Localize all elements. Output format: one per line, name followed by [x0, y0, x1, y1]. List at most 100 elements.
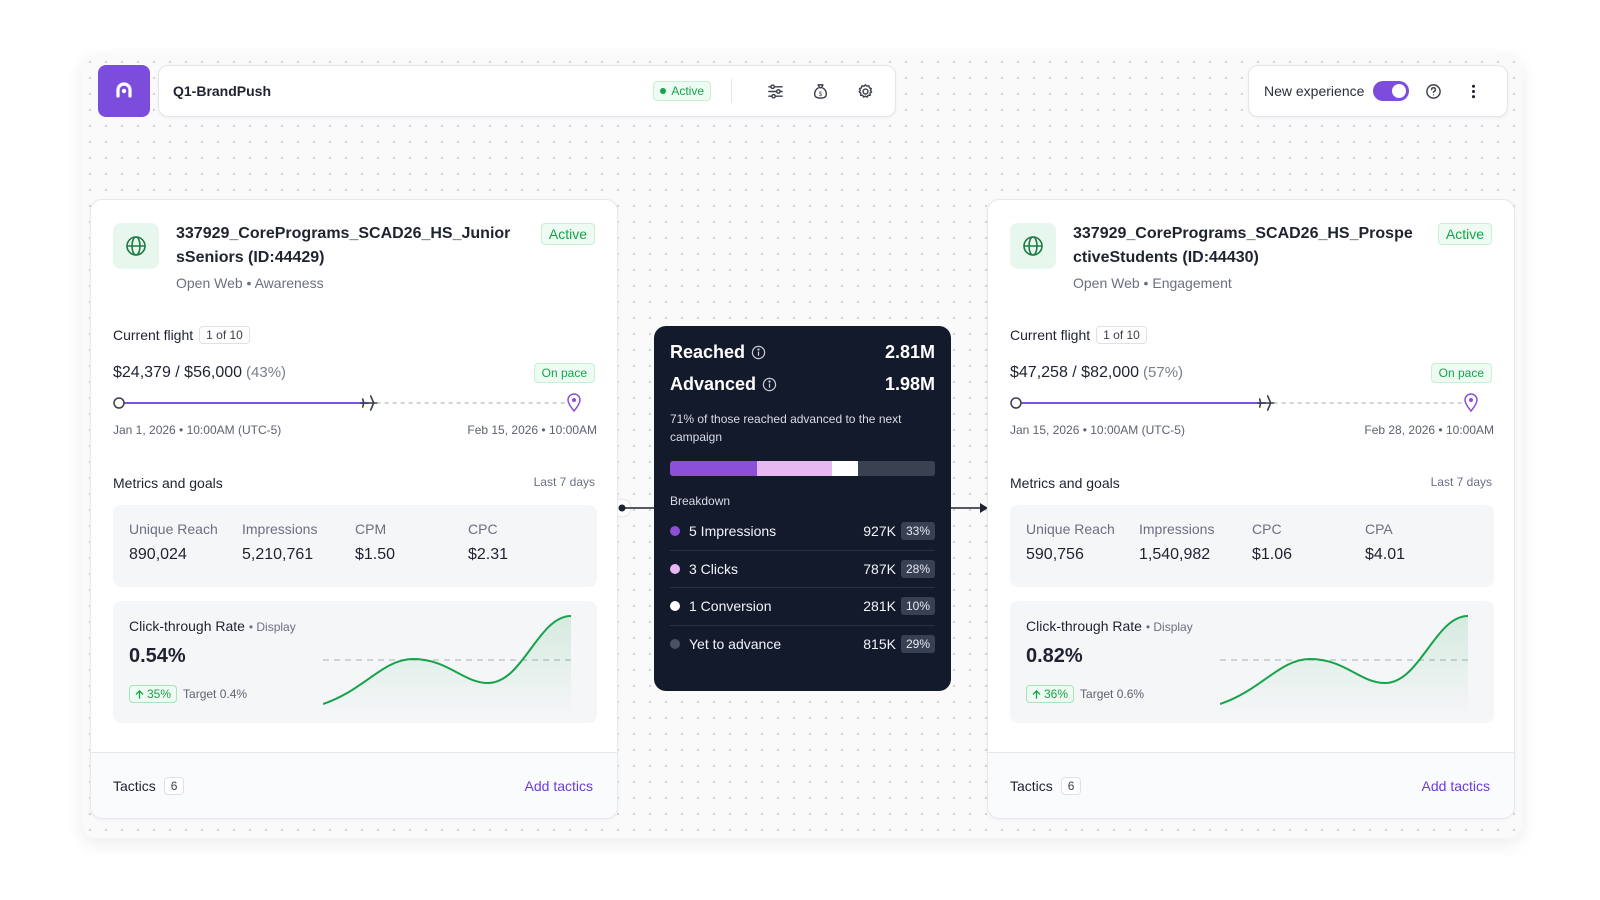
ctr-panel: Click-through Rate • Display 0.82% 36% T… — [1010, 601, 1494, 723]
flight-count-pill[interactable]: 1 of 10 — [199, 326, 250, 344]
flight-dates: Jan 1, 2026 • 10:00AM (UTC-5) Feb 15, 20… — [113, 423, 597, 437]
more-menu-button[interactable] — [1457, 75, 1489, 107]
campaign-name[interactable]: Q1-BrandPush — [173, 83, 272, 99]
pin-dot — [572, 398, 576, 402]
ctr-panel: Click-through Rate • Display 0.54% 35% T… — [113, 601, 597, 723]
metric-label: CPA — [1365, 521, 1393, 537]
ctr-delta-pill: 36% — [1026, 685, 1075, 703]
breakdown-name: 3 Clicks — [689, 560, 739, 577]
legend-dot — [670, 601, 680, 612]
ctr-title: Click-through Rate • Display — [129, 618, 296, 634]
campaign-card: 337929_CorePrograms_SCAD26_HS_Prospectiv… — [987, 199, 1515, 819]
sparkline-area — [1220, 616, 1468, 717]
flight-count-pill[interactable]: 1 of 10 — [1096, 326, 1147, 344]
breakdown-share: 28% — [900, 559, 935, 578]
ctr-value: 0.82% — [1026, 645, 1083, 667]
pace-badge: On pace — [533, 363, 595, 383]
info-icon[interactable] — [762, 377, 777, 392]
settings-button[interactable] — [849, 75, 881, 107]
toggle-knob — [1392, 84, 1407, 98]
reached-row: Reached 2.81M — [670, 342, 935, 363]
breakdown-title: Breakdown — [670, 494, 731, 508]
help-icon — [1426, 83, 1441, 99]
advanced-label: Advanced — [670, 374, 757, 394]
experience-bar: New experience — [1248, 65, 1508, 117]
divider — [731, 79, 732, 103]
globe-icon — [126, 236, 146, 256]
metric-label: CPC — [1252, 521, 1282, 537]
metric-value: 590,756 — [1026, 546, 1084, 563]
breakdown-name: 1 Conversion — [689, 598, 772, 615]
sliders-icon — [767, 83, 783, 99]
card-title[interactable]: 337929_CorePrograms_SCAD26_HS_JuniorsSen… — [176, 225, 511, 266]
campaign-status-label: Active — [671, 84, 704, 98]
breakdown-name: 5 Impressions — [689, 523, 777, 540]
tactics-count: 6 — [163, 776, 185, 795]
channel-label: Open Web — [176, 275, 243, 291]
metric-value: $4.01 — [1365, 546, 1406, 563]
breakdown-share: 29% — [900, 635, 935, 654]
info-icon[interactable] — [751, 345, 766, 360]
budget-button[interactable]: $ — [804, 75, 836, 107]
connector-right — [951, 503, 988, 513]
metric-label: Unique Reach — [1026, 521, 1115, 537]
metric-value: $2.31 — [468, 546, 509, 563]
metric-label: Impressions — [1139, 521, 1215, 537]
objective-label: Awareness — [254, 275, 324, 291]
location-pin-icon — [567, 393, 581, 413]
breakdown-row: 3 Clicks 787K 28% — [670, 551, 935, 588]
add-tactics-link[interactable]: Add tactics — [1421, 777, 1490, 794]
metrics-panel: Unique Reach 590,756 Impressions 1,540,982… — [1010, 505, 1494, 587]
ctr-delta-pill: 35% — [129, 685, 178, 703]
advanced-row: Advanced 1.98M — [670, 374, 935, 395]
metric-label: CPC — [468, 521, 498, 537]
current-flight: Current flight 1 of 10 — [1010, 326, 1147, 344]
pace-badge: On pace — [1430, 363, 1492, 383]
advanced-label-wrap: Advanced — [670, 374, 777, 395]
money-bag-icon: $ — [813, 83, 827, 99]
breakdown-list: 5 Impressions 927K 33% 3 Clicks 787K 28% 1 C… — [670, 513, 935, 663]
legend-dot — [670, 563, 680, 574]
connector-left — [612, 498, 654, 518]
metric-impressions: Impressions 1,540,982 — [1139, 521, 1252, 571]
flight-dates: Jan 15, 2026 • 10:00AM (UTC-5) Feb 28, 2… — [1010, 423, 1494, 437]
breakdown-share: 10% — [900, 597, 935, 616]
current-flight: Current flight 1 of 10 — [113, 326, 250, 344]
metric-cpm: CPM $1.50 — [355, 521, 468, 571]
reached-label-wrap: Reached — [670, 342, 766, 363]
advanced-value: 1.98M — [884, 374, 935, 394]
channel-label: Open Web — [1073, 275, 1140, 291]
campaign-bar: Q1-BrandPush Active $ — [158, 65, 896, 117]
funnel-popover: Reached 2.81M Advanced 1.98M 71% of thos… — [654, 326, 951, 691]
tactics-label: Tactics — [1010, 777, 1053, 794]
card-title[interactable]: 337929_CorePrograms_SCAD26_HS_Prospectiv… — [1073, 225, 1413, 266]
new-experience-toggle[interactable] — [1373, 81, 1410, 101]
location-pin-icon — [1464, 393, 1478, 413]
filters-button[interactable] — [759, 75, 791, 107]
timeline-start-dot — [1010, 397, 1022, 409]
ctr-delta-row: 36% Target 0.6% — [1026, 685, 1144, 703]
budget-percent: (57%) — [1143, 364, 1184, 381]
tactics-summary: Tactics 6 — [1010, 776, 1422, 795]
metrics-range[interactable]: Last 7 days — [1430, 475, 1492, 489]
budget-amount: $24,379 / $56,000 — [113, 364, 243, 381]
add-tactics-link[interactable]: Add tactics — [524, 777, 593, 794]
budget-spent: $47,258 / $82,000 (57%) — [1010, 364, 1183, 382]
arrowhead-icon — [980, 503, 988, 513]
breakdown-share: 33% — [900, 522, 935, 541]
plane-shape — [359, 395, 378, 411]
card-subtitle: Open Web • Engagement — [1073, 275, 1232, 291]
sparkline-area — [323, 616, 571, 717]
start-date: Jan 1, 2026 • 10:00AM (UTC-5) — [113, 423, 282, 437]
campaign-card: 337929_CorePrograms_SCAD26_HS_JuniorsSen… — [90, 199, 618, 819]
metrics-title: Metrics and goals — [1010, 475, 1120, 491]
flight-label: Current flight — [1010, 327, 1091, 343]
app-logo[interactable] — [98, 65, 150, 117]
ctr-delta-row: 35% Target 0.4% — [129, 685, 247, 703]
tactics-count: 6 — [1060, 776, 1082, 795]
tactics-label: Tactics — [113, 777, 156, 794]
breakdown-row: 5 Impressions 927K 33% — [670, 513, 935, 551]
metrics-range[interactable]: Last 7 days — [533, 475, 595, 489]
help-button[interactable] — [1417, 75, 1449, 107]
start-date: Jan 15, 2026 • 10:00AM (UTC-5) — [1010, 423, 1185, 437]
